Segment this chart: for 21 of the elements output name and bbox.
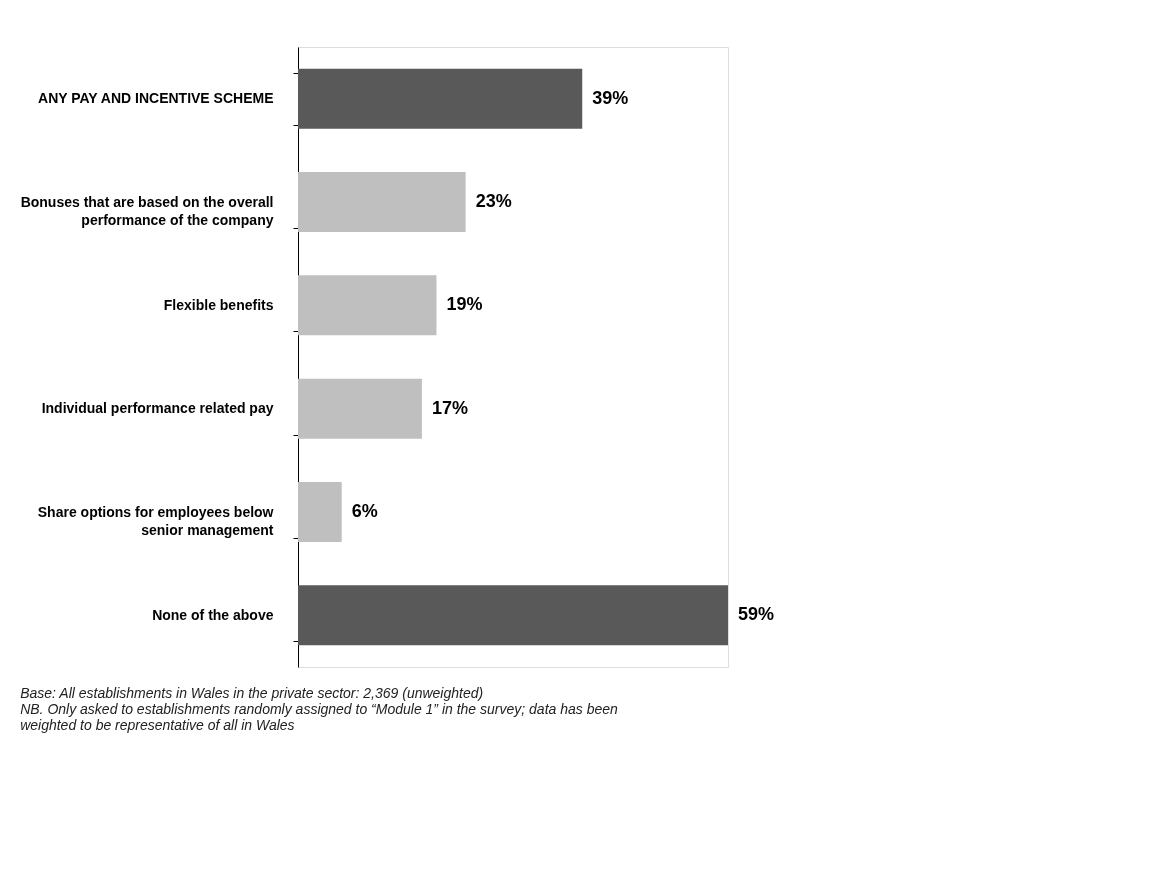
- text: weighted to be representative of all in Wales: [20, 717, 295, 733]
- data-label: 59%: [738, 604, 775, 625]
- bar: [298, 585, 728, 646]
- bar: [298, 68, 583, 129]
- data-label: 23%: [475, 191, 512, 211]
- text: Base: All establishments in Wales in the private sector: 2,369 (unweighted): [20, 685, 484, 701]
- bar: [298, 172, 466, 232]
- data-label: 6%: [351, 501, 378, 521]
- y-tick-label: Flexible benefits: [163, 296, 274, 313]
- y-tick-label: Individual performance related pay: [41, 400, 274, 417]
- data-label: 39%: [592, 87, 629, 108]
- bar: [298, 378, 422, 439]
- y-tick-label: ANY PAY AND INCENTIVE SCHEME: [38, 90, 274, 107]
- data-label: 19%: [446, 294, 483, 315]
- data-label: 17%: [431, 397, 468, 418]
- y-tick-label: Bonuses that are based on the overall performance of the company: [20, 193, 274, 228]
- bar: [298, 275, 437, 336]
- y-tick-label: Share options for employees below senior management: [37, 503, 274, 538]
- bar: [298, 482, 342, 542]
- y-tick-label: None of the above: [152, 606, 274, 623]
- text: NB. Only asked to establishments randomly assigned to “Module 1” in the survey; data has been: [20, 701, 619, 717]
